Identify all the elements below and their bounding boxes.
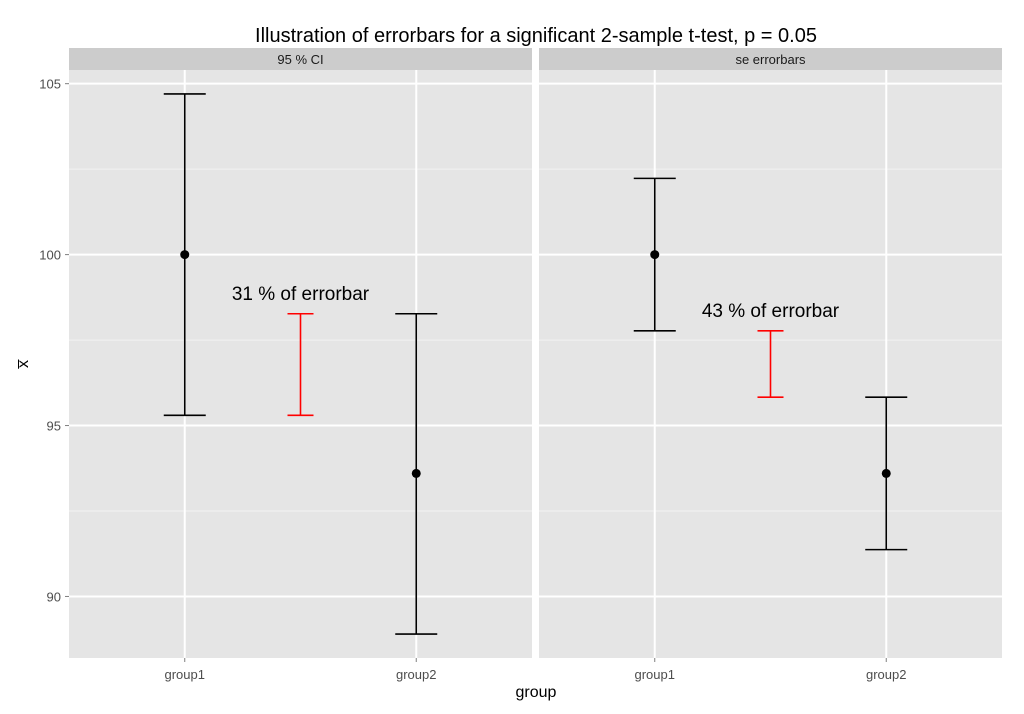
y-tick-label: 100 [39, 248, 61, 263]
x-tick-label: group2 [396, 667, 436, 682]
x-axis-title: group [516, 684, 557, 701]
y-tick-label: 95 [47, 419, 61, 434]
facet-panel-1: 95 % CI 31 % of errorbar group1 group2 [69, 48, 532, 682]
mean-point [411, 468, 421, 478]
mean-point [180, 250, 190, 260]
difference-bar [757, 330, 784, 398]
facet-strip [539, 48, 1002, 70]
y-tick-label: 105 [39, 77, 61, 92]
facet-strip-label: se errorbars [735, 52, 806, 67]
mean-point [881, 468, 891, 478]
chart-title: Illustration of errorbars for a signific… [255, 25, 817, 47]
errorbar-group2 [865, 396, 908, 551]
errorbar-group1 [633, 177, 676, 332]
facet-strip-label: 95 % CI [277, 52, 323, 67]
errorbar-annotation: 31 % of errorbar [232, 284, 370, 305]
y-axis-title: x̅ [15, 359, 32, 369]
facet-panel-2: se errorbars 43 % of errorbar group1 group2 [539, 48, 1002, 682]
x-tick-label: group2 [866, 667, 906, 682]
facet-strip [69, 48, 532, 70]
difference-bar [287, 312, 314, 417]
x-tick-label: group1 [165, 667, 205, 682]
x-tick-label: group1 [635, 667, 675, 682]
errorbar-group1 [163, 93, 206, 417]
errorbar-group2 [395, 312, 438, 635]
y-tick-label: 90 [47, 589, 61, 604]
mean-point [650, 250, 660, 260]
errorbar-annotation: 43 % of errorbar [702, 301, 840, 322]
